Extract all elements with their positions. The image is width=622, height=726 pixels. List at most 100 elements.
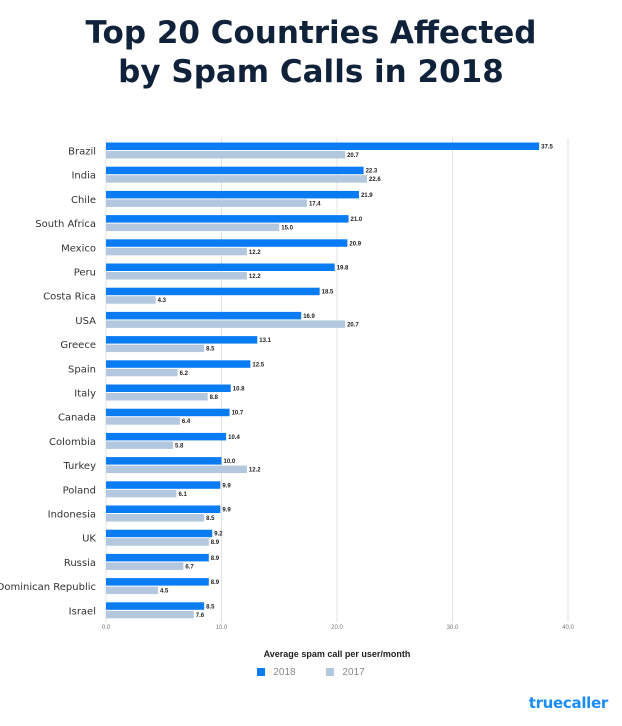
bar-2017 <box>106 368 178 377</box>
bar-2018 <box>106 408 230 417</box>
bar-2018 <box>106 553 209 562</box>
category-label: Canada <box>58 413 96 424</box>
bar-2017 <box>106 514 205 522</box>
x-tick-label: 10.0 <box>216 625 228 631</box>
data-label-2017: 6.1 <box>178 492 187 498</box>
bar-2017 <box>106 272 247 280</box>
data-label-2017: 20.7 <box>347 322 359 328</box>
data-label-2017: 6.7 <box>185 564 194 570</box>
bar-2018 <box>106 360 251 368</box>
data-label-2018: 37.5 <box>541 145 553 151</box>
bar-2017 <box>106 465 247 474</box>
bar-2018 <box>106 505 221 513</box>
data-label-2018: 18.5 <box>322 290 334 296</box>
bar-2017 <box>106 151 346 159</box>
bar-2017 <box>106 610 194 619</box>
category-label: Peru <box>74 268 96 279</box>
category-label: Dominican Republic <box>0 582 96 593</box>
title-line-2: by Spam Calls in 2018 <box>118 54 504 90</box>
category-label: Israel <box>69 606 96 617</box>
category-label: UK <box>82 534 96 545</box>
bar-2018 <box>106 166 364 175</box>
data-label-2018: 10.8 <box>233 387 245 393</box>
data-label-2018: 10.4 <box>228 435 240 441</box>
x-axis-label: Average spam call per user/month <box>263 649 411 659</box>
bar-2017 <box>106 586 158 595</box>
data-label-2018: 8.5 <box>206 604 215 610</box>
data-label-2018: 13.1 <box>259 338 271 344</box>
data-label-2018: 9.9 <box>222 508 231 514</box>
data-label-2017: 7.6 <box>196 613 205 619</box>
category-label: Mexico <box>61 243 96 254</box>
category-label: USA <box>75 316 96 327</box>
bar-2017 <box>106 441 173 449</box>
bar-2018 <box>106 336 258 344</box>
data-label-2018: 21.0 <box>351 217 363 223</box>
data-label-2018: 8.9 <box>211 556 220 562</box>
data-label-2017: 8.5 <box>206 347 215 353</box>
data-label-2018: 9.9 <box>222 483 231 489</box>
category-label: Spain <box>68 364 96 375</box>
data-label-2017: 6.4 <box>182 419 191 425</box>
legend-label-2017: 2017 <box>342 667 365 678</box>
legend-item-2018: 2018 <box>257 667 296 678</box>
data-label-2018: 19.8 <box>337 266 349 272</box>
legend-label-2018: 2018 <box>273 667 296 678</box>
legend: 2018 2017 <box>0 667 622 678</box>
data-label-2018: 10.7 <box>232 411 244 417</box>
data-label-2017: 12.2 <box>249 468 261 474</box>
category-label: Brazil <box>68 147 96 158</box>
title-line-1: Top 20 Countries Affected <box>85 15 537 51</box>
data-label-2018: 10.0 <box>224 459 236 465</box>
bar-2017 <box>106 223 280 232</box>
data-label-2017: 12.2 <box>249 274 261 280</box>
data-label-2017: 8.9 <box>211 540 220 546</box>
data-label-2017: 8.5 <box>206 516 215 522</box>
category-label: Italy <box>74 389 96 400</box>
category-label: Poland <box>63 485 96 496</box>
bar-2018 <box>106 432 227 441</box>
category-label: Chile <box>71 195 96 206</box>
bar-2017 <box>106 175 368 183</box>
bar-2017 <box>106 393 208 401</box>
data-label-2017: 8.8 <box>210 395 219 401</box>
category-label: Turkey <box>62 461 96 472</box>
x-tick-label: 0.0 <box>102 625 111 631</box>
bar-2017 <box>106 538 209 546</box>
data-label-2017: 20.7 <box>347 153 359 159</box>
data-label-2017: 4.3 <box>158 298 167 304</box>
category-label: India <box>71 171 96 182</box>
bar-2018 <box>106 239 348 247</box>
bar-2018 <box>106 190 359 199</box>
bar-2017 <box>106 247 247 256</box>
category-label: Indonesia <box>48 510 96 521</box>
chart-title: Top 20 Countries Affected by Spam Calls … <box>0 14 622 92</box>
bar-2017 <box>106 296 156 304</box>
bar-2018 <box>106 602 205 610</box>
bar-2018 <box>106 311 302 320</box>
data-label-2018: 8.9 <box>211 580 220 586</box>
truecaller-logo: truecaller <box>528 694 609 712</box>
bar-2018 <box>106 529 213 538</box>
bar-2017 <box>106 417 180 425</box>
data-label-2017: 17.4 <box>309 201 321 207</box>
bar-2017 <box>106 320 346 328</box>
data-label-2017: 6.2 <box>180 371 189 377</box>
bar-2018 <box>106 263 335 271</box>
legend-swatch-2018 <box>257 668 266 676</box>
bar-2018 <box>106 457 222 465</box>
data-label-2017: 15.0 <box>281 226 293 232</box>
data-label-2018: 9.2 <box>214 532 223 538</box>
bar-2018 <box>106 142 540 150</box>
legend-item-2017: 2017 <box>326 667 365 678</box>
x-tick-label: 20.0 <box>331 625 343 631</box>
bar-2018 <box>106 578 209 586</box>
data-label-2017: 4.5 <box>160 589 169 595</box>
category-label: Colombia <box>49 437 96 448</box>
category-label: Greece <box>60 340 96 351</box>
bar-2018 <box>106 481 221 489</box>
data-label-2017: 5.8 <box>175 443 184 449</box>
data-label-2017: 12.2 <box>249 250 261 256</box>
bar-2018 <box>106 287 320 296</box>
